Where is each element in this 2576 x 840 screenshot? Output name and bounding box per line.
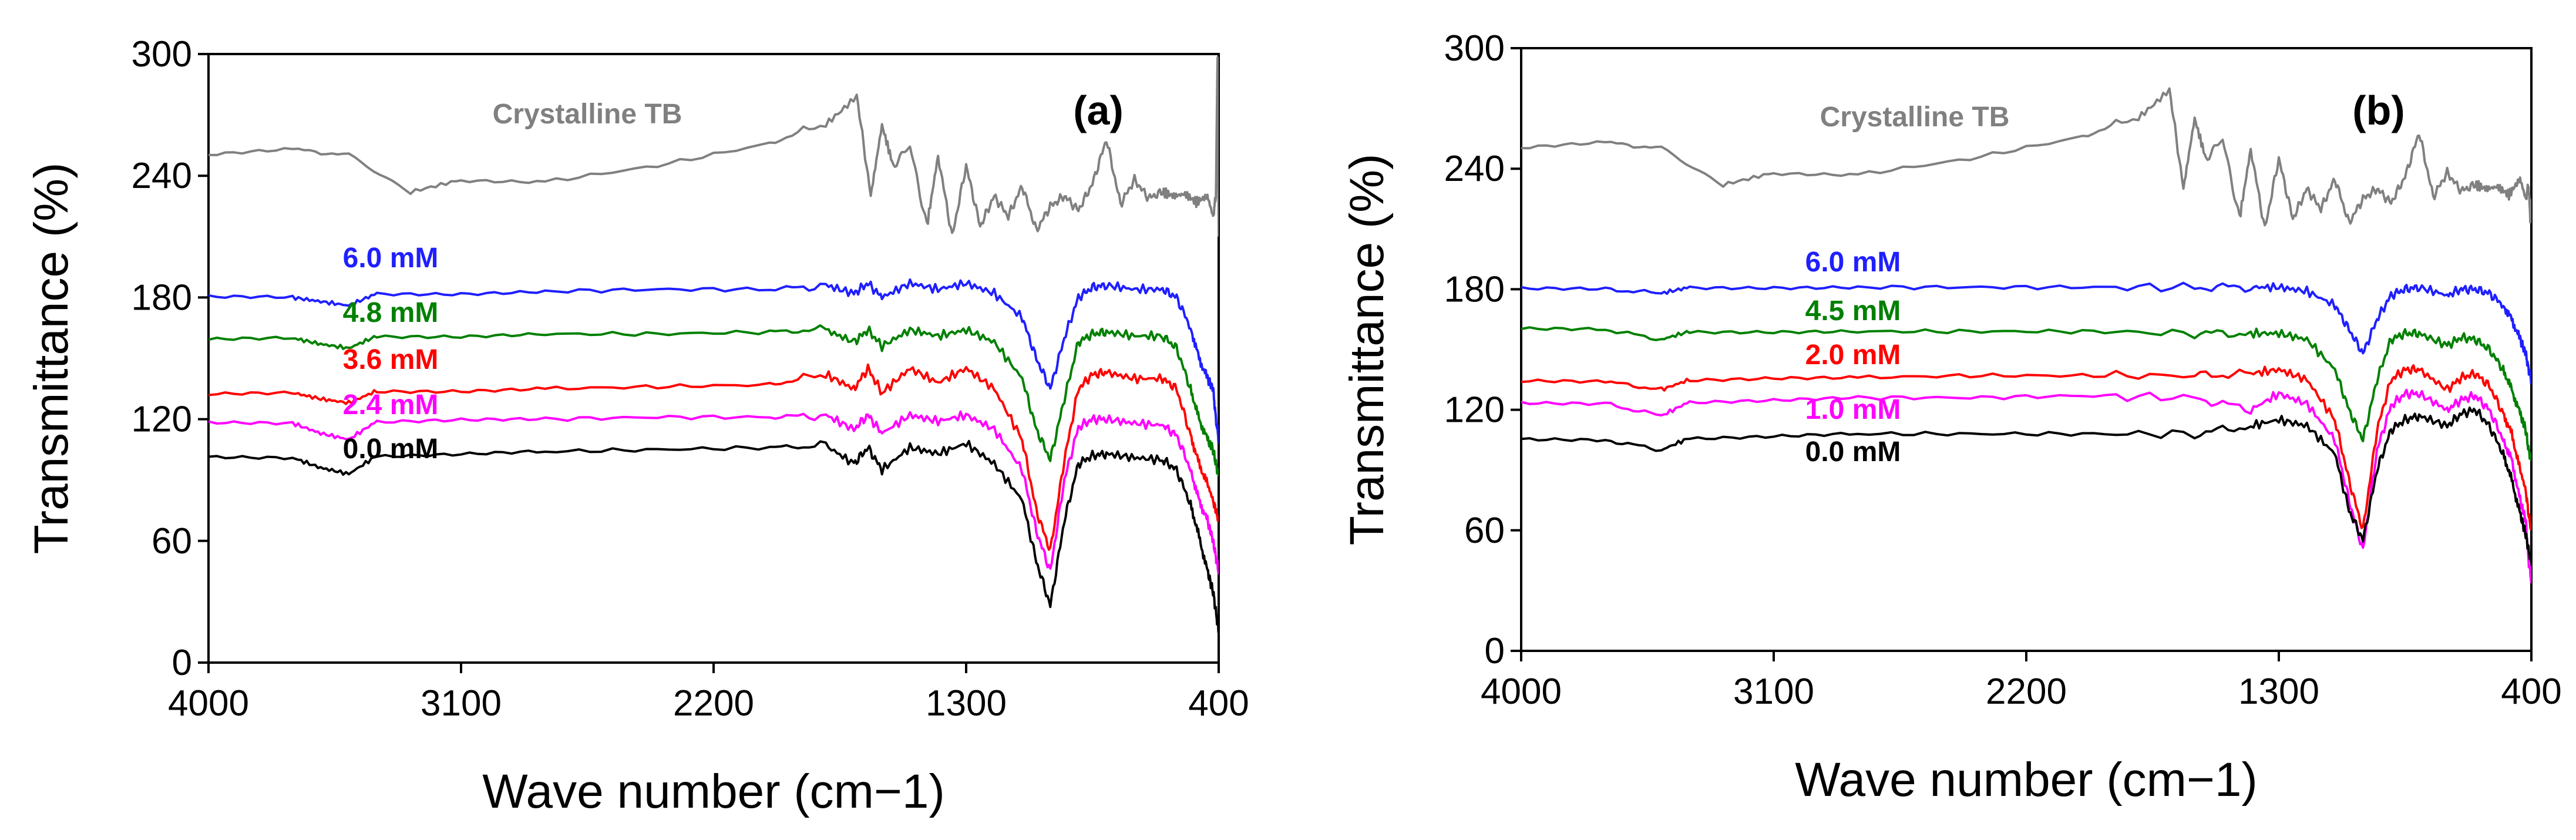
- series-line: [208, 278, 1219, 443]
- x-tick-label: 1300: [2238, 671, 2319, 712]
- panel-label: (b): [2352, 88, 2405, 133]
- panel-label: (a): [1073, 88, 1124, 133]
- y-tick-label: 180: [132, 277, 192, 318]
- series-line: [1521, 326, 2531, 462]
- x-tick-label: 2200: [1986, 671, 2067, 712]
- series-label: Crystalline TB: [1820, 102, 2010, 133]
- x-tick-label: 400: [1188, 683, 1249, 724]
- y-tick-label: 0: [172, 643, 192, 683]
- series-label: 0.0 mM: [343, 434, 439, 465]
- x-tick-label: 4000: [1481, 671, 1562, 712]
- series-line: [1521, 281, 2531, 385]
- series-line: [208, 56, 1219, 237]
- chart-panel-b: 0 60 120 180 240 300 4000 3100 2200 1300 400 Wave n…: [1340, 28, 2562, 807]
- series-line: [1521, 87, 2531, 227]
- series-line: [1521, 388, 2531, 583]
- series-label: 6.0 mM: [343, 243, 439, 274]
- x-tick-label: 2200: [673, 683, 754, 724]
- y-tick-label: 0: [1485, 631, 1505, 671]
- series-line: [208, 410, 1219, 574]
- series-label: 2.0 mM: [1805, 340, 1901, 371]
- x-axis-title: Wave number (cm−1): [1795, 753, 2258, 807]
- y-tick-label: 60: [152, 521, 192, 562]
- y-tick-label: 180: [1444, 269, 1505, 310]
- series-label: 2.4 mM: [343, 389, 439, 421]
- series-label: 1.0 mM: [1805, 394, 1901, 425]
- series-label: 3.6 mM: [343, 344, 439, 375]
- series-label: 4.5 mM: [1805, 295, 1901, 327]
- x-tick-label: 3100: [421, 683, 502, 724]
- chart-panel-a: 0 60 120 180 240 300 4000 3100 2200 1300 400 Wave n…: [25, 34, 1249, 818]
- x-axis-title: Wave number (cm−1): [482, 765, 945, 818]
- y-axis-title: Transmittance (%): [1340, 154, 1394, 546]
- x-tick-label: 4000: [168, 683, 249, 724]
- series-line: [208, 324, 1219, 477]
- y-tick-label: 60: [1464, 510, 1505, 551]
- y-tick-label: 300: [132, 34, 192, 75]
- x-tick-label: 1300: [926, 683, 1007, 724]
- series-label: 6.0 mM: [1805, 247, 1901, 278]
- y-tick-label: 120: [1444, 390, 1505, 431]
- series-label: 0.0 mM: [1805, 436, 1901, 468]
- y-tick-label: 240: [1444, 149, 1505, 189]
- plot-frame: [1520, 47, 2533, 652]
- series-line: [208, 363, 1219, 551]
- x-tick-label: 3100: [1733, 671, 1814, 712]
- y-axis-title: Transmittance (%): [25, 163, 78, 555]
- y-tick-label: 240: [132, 156, 192, 196]
- series-line: [1521, 406, 2531, 563]
- y-tick-label: 300: [1444, 28, 1505, 69]
- series-label: 4.8 mM: [343, 297, 439, 328]
- y-tick-label: 120: [132, 399, 192, 440]
- series-line: [1521, 364, 2531, 531]
- x-tick-label: 400: [2501, 671, 2561, 712]
- series-label: Crystalline TB: [493, 99, 682, 130]
- series-line: [208, 439, 1219, 634]
